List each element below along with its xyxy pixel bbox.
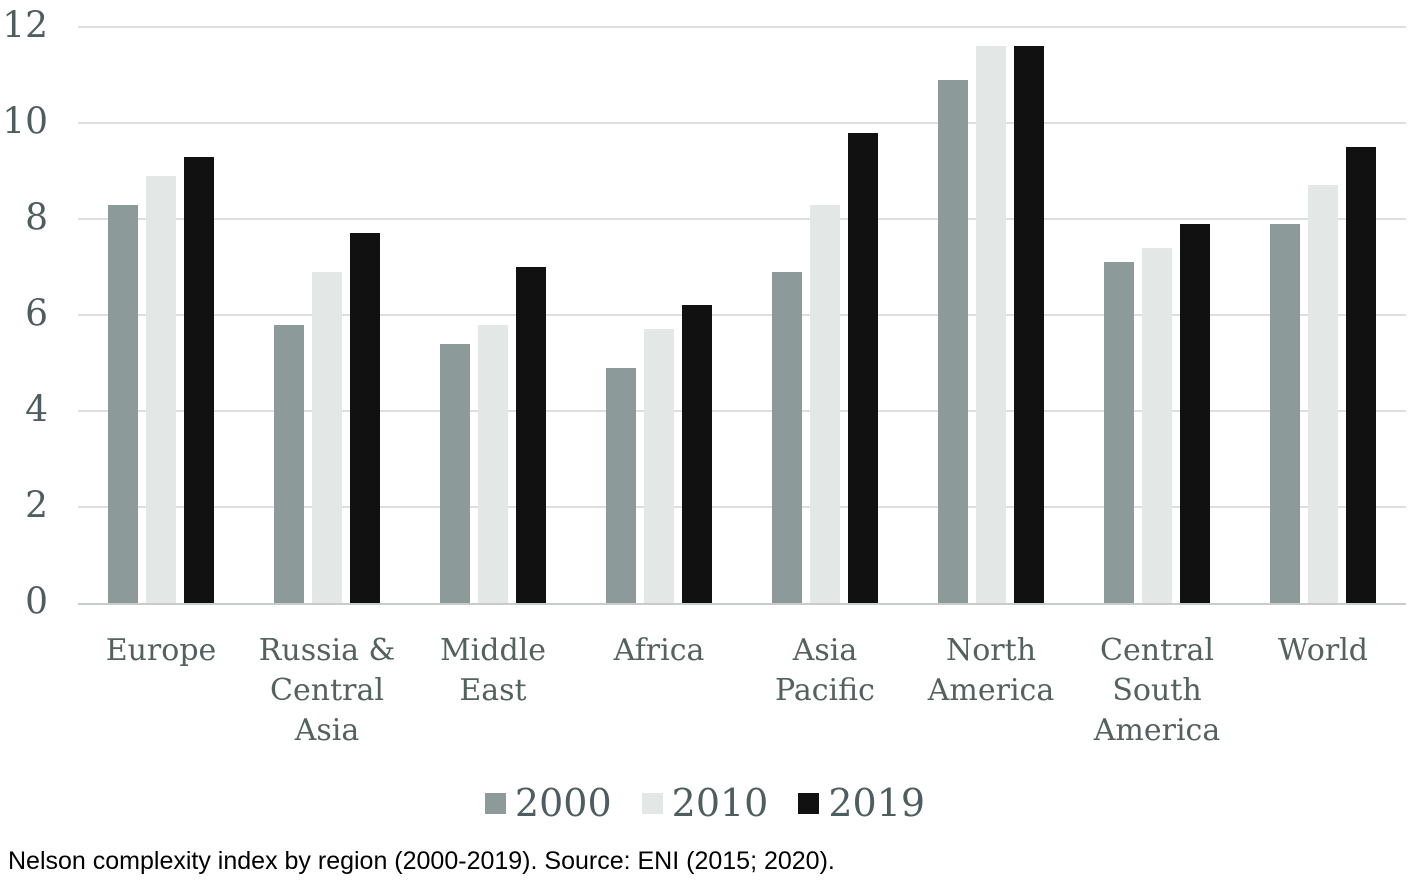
bar-2000-5 [938, 79, 968, 603]
bar-group [78, 27, 244, 603]
legend-item: 2010 [641, 781, 769, 825]
x-axis-label: Middle East [439, 633, 547, 708]
bar-2000-0 [108, 204, 138, 603]
bar-group [1074, 27, 1240, 603]
x-axis-line [78, 603, 1406, 605]
gridline [78, 218, 1406, 220]
bar-2010-0 [146, 175, 176, 603]
bar-2010-7 [1308, 185, 1338, 603]
bar-2010-1 [312, 271, 342, 603]
bar-2019-7 [1346, 147, 1376, 603]
legend-label: 2010 [671, 781, 769, 825]
x-axis-label: Asia Pacific [775, 633, 875, 708]
bar-2000-3 [606, 367, 636, 603]
bar-group [908, 27, 1074, 603]
bar-groups [78, 27, 1406, 603]
bar-2019-5 [1014, 46, 1044, 603]
legend-swatch-icon [484, 792, 506, 814]
plot-area [78, 26, 1406, 605]
bar-2019-6 [1180, 223, 1210, 603]
bar-2000-6 [1104, 262, 1134, 603]
bar-group [244, 27, 410, 603]
bar-2019-1 [350, 233, 380, 603]
legend-swatch-icon [641, 792, 663, 814]
bar-2010-2 [478, 324, 508, 603]
legend-item: 2000 [484, 781, 612, 825]
gridline [78, 314, 1406, 316]
bar-2000-2 [440, 343, 470, 603]
chart-legend: 2000 2010 2019 [0, 784, 1410, 822]
x-axis-label: Central South America [1093, 633, 1221, 748]
gridline [78, 26, 1406, 28]
y-tick-label: 12 [2, 5, 48, 47]
bar-group [410, 27, 576, 603]
y-axis: 0 2 4 6 8 10 12 [0, 8, 48, 620]
bar-group [576, 27, 742, 603]
y-tick-label: 2 [25, 485, 48, 527]
y-tick-label: 4 [25, 389, 48, 431]
x-axis-labels: Europe Russia & Central Asia Middle East Af… [78, 631, 1406, 751]
bar-2019-4 [848, 132, 878, 603]
legend-swatch-icon [798, 792, 820, 814]
x-axis-label: Africa [613, 633, 705, 668]
legend-item: 2019 [798, 784, 925, 822]
legend-label: 2019 [828, 781, 926, 825]
x-axis-label: North America [927, 633, 1055, 708]
x-axis-label: World [1278, 633, 1368, 668]
figure-caption: Nelson complexity index by region (2000-… [8, 847, 835, 875]
bar-2010-3 [644, 329, 674, 603]
legend-label: 2000 [514, 781, 612, 825]
bar-2019-3 [682, 305, 712, 603]
bar-2000-4 [772, 271, 802, 603]
bar-2000-1 [274, 324, 304, 603]
bar-2010-4 [810, 204, 840, 603]
bar-2000-7 [1270, 223, 1300, 603]
gridline [78, 506, 1406, 508]
bar-2019-2 [516, 267, 546, 603]
x-axis-label: Russia & Central Asia [258, 633, 396, 748]
gridline [78, 410, 1406, 412]
bar-2010-5 [976, 46, 1006, 603]
y-tick-label: 10 [2, 101, 48, 143]
y-tick-label: 8 [25, 197, 48, 239]
x-axis-label: Europe [105, 633, 217, 668]
gridline [78, 122, 1406, 124]
bar-group [742, 27, 908, 603]
bar-2010-6 [1142, 247, 1172, 603]
bar-2019-0 [184, 156, 214, 603]
bar-group [1240, 27, 1406, 603]
y-tick-label: 0 [25, 581, 48, 623]
y-tick-label: 6 [25, 293, 48, 335]
